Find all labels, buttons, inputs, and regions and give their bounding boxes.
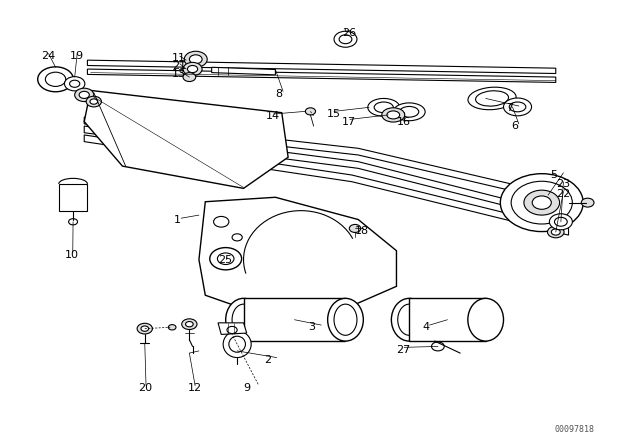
Text: 4: 4 [422, 322, 429, 332]
Circle shape [75, 88, 94, 102]
Circle shape [210, 248, 242, 270]
Ellipse shape [476, 91, 509, 106]
Ellipse shape [394, 103, 425, 121]
Polygon shape [59, 184, 88, 211]
Circle shape [524, 190, 559, 215]
Text: 3: 3 [308, 322, 316, 332]
Text: 18: 18 [355, 226, 369, 236]
Ellipse shape [397, 304, 420, 335]
Text: 1: 1 [173, 215, 180, 225]
Text: 16: 16 [396, 116, 410, 127]
Circle shape [68, 219, 77, 225]
Circle shape [86, 96, 101, 107]
Text: 14: 14 [266, 111, 280, 121]
Circle shape [431, 342, 444, 351]
Ellipse shape [334, 304, 357, 335]
Text: 15: 15 [326, 108, 340, 119]
Ellipse shape [382, 108, 404, 122]
Text: 17: 17 [342, 116, 356, 127]
Ellipse shape [232, 304, 255, 335]
Circle shape [186, 322, 193, 327]
Text: 13: 13 [172, 69, 186, 78]
Text: 24: 24 [41, 51, 55, 61]
Circle shape [183, 73, 196, 82]
Text: 11: 11 [172, 53, 186, 63]
Polygon shape [218, 323, 246, 334]
Circle shape [65, 77, 85, 91]
Circle shape [554, 217, 567, 226]
Circle shape [90, 99, 98, 104]
Text: 00097818: 00097818 [554, 425, 594, 434]
Ellipse shape [223, 331, 251, 358]
Ellipse shape [229, 336, 246, 352]
Ellipse shape [387, 111, 399, 119]
Circle shape [45, 72, 66, 86]
Circle shape [232, 234, 243, 241]
Text: 22: 22 [556, 189, 570, 199]
Circle shape [214, 216, 229, 227]
Polygon shape [212, 67, 275, 75]
Text: 5: 5 [550, 170, 557, 180]
Circle shape [168, 325, 176, 330]
Circle shape [182, 319, 197, 330]
Ellipse shape [328, 298, 364, 341]
Polygon shape [88, 69, 556, 82]
Circle shape [183, 62, 202, 76]
Circle shape [227, 327, 237, 333]
Circle shape [511, 181, 572, 224]
Circle shape [551, 229, 560, 235]
Circle shape [581, 198, 594, 207]
Text: 2: 2 [264, 355, 271, 365]
Polygon shape [84, 135, 568, 235]
Circle shape [70, 80, 80, 87]
Circle shape [79, 91, 90, 99]
Circle shape [549, 214, 572, 230]
Ellipse shape [468, 298, 504, 341]
Text: 25: 25 [218, 254, 232, 265]
Ellipse shape [504, 98, 532, 116]
Circle shape [218, 253, 234, 264]
Circle shape [339, 35, 352, 44]
Polygon shape [199, 197, 396, 313]
Text: 7: 7 [506, 103, 513, 113]
Circle shape [188, 65, 198, 73]
Text: 10: 10 [65, 250, 79, 260]
Polygon shape [88, 60, 556, 73]
Ellipse shape [392, 298, 427, 341]
Text: 21: 21 [172, 61, 186, 71]
Text: 19: 19 [70, 51, 84, 61]
Ellipse shape [368, 99, 399, 116]
Circle shape [305, 108, 316, 115]
Circle shape [184, 51, 207, 67]
Text: 6: 6 [511, 121, 518, 131]
Text: 8: 8 [275, 89, 282, 99]
Circle shape [547, 226, 564, 238]
Ellipse shape [509, 102, 526, 112]
Circle shape [532, 196, 551, 209]
Circle shape [137, 323, 152, 334]
Circle shape [500, 174, 583, 232]
Circle shape [334, 31, 357, 47]
Ellipse shape [226, 298, 261, 341]
Circle shape [349, 224, 361, 233]
Text: 27: 27 [396, 345, 411, 354]
Text: 20: 20 [138, 383, 152, 393]
Polygon shape [244, 298, 346, 341]
Polygon shape [409, 298, 486, 341]
Text: 9: 9 [243, 383, 250, 393]
Ellipse shape [468, 87, 516, 110]
Polygon shape [84, 126, 568, 222]
Text: 12: 12 [188, 383, 202, 393]
Text: 23: 23 [556, 179, 570, 189]
Ellipse shape [374, 102, 394, 113]
Text: 26: 26 [342, 28, 356, 38]
Ellipse shape [399, 107, 419, 117]
Circle shape [141, 326, 148, 332]
Polygon shape [84, 90, 288, 188]
Polygon shape [84, 117, 568, 204]
Circle shape [189, 55, 202, 64]
Circle shape [38, 67, 74, 92]
